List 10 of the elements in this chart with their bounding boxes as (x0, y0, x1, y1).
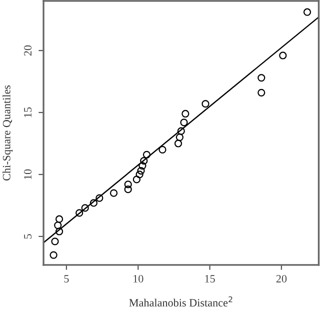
y-tick-label: 20 (24, 45, 32, 56)
x-tick-label: 5 (64, 275, 69, 282)
x-tick-label: 15 (205, 275, 215, 282)
x-tick-label: 10 (134, 275, 144, 282)
x-tick-label: 20 (276, 275, 287, 282)
x-axis-title: Mahalanobis Distance$^{2}$ (129, 296, 232, 307)
y-tick-label: 15 (24, 107, 32, 118)
y-tick-label: 5 (24, 234, 32, 239)
y-tick-label: 10 (24, 169, 32, 180)
y-axis-title: Chi-Square Quantiles (2, 85, 13, 180)
